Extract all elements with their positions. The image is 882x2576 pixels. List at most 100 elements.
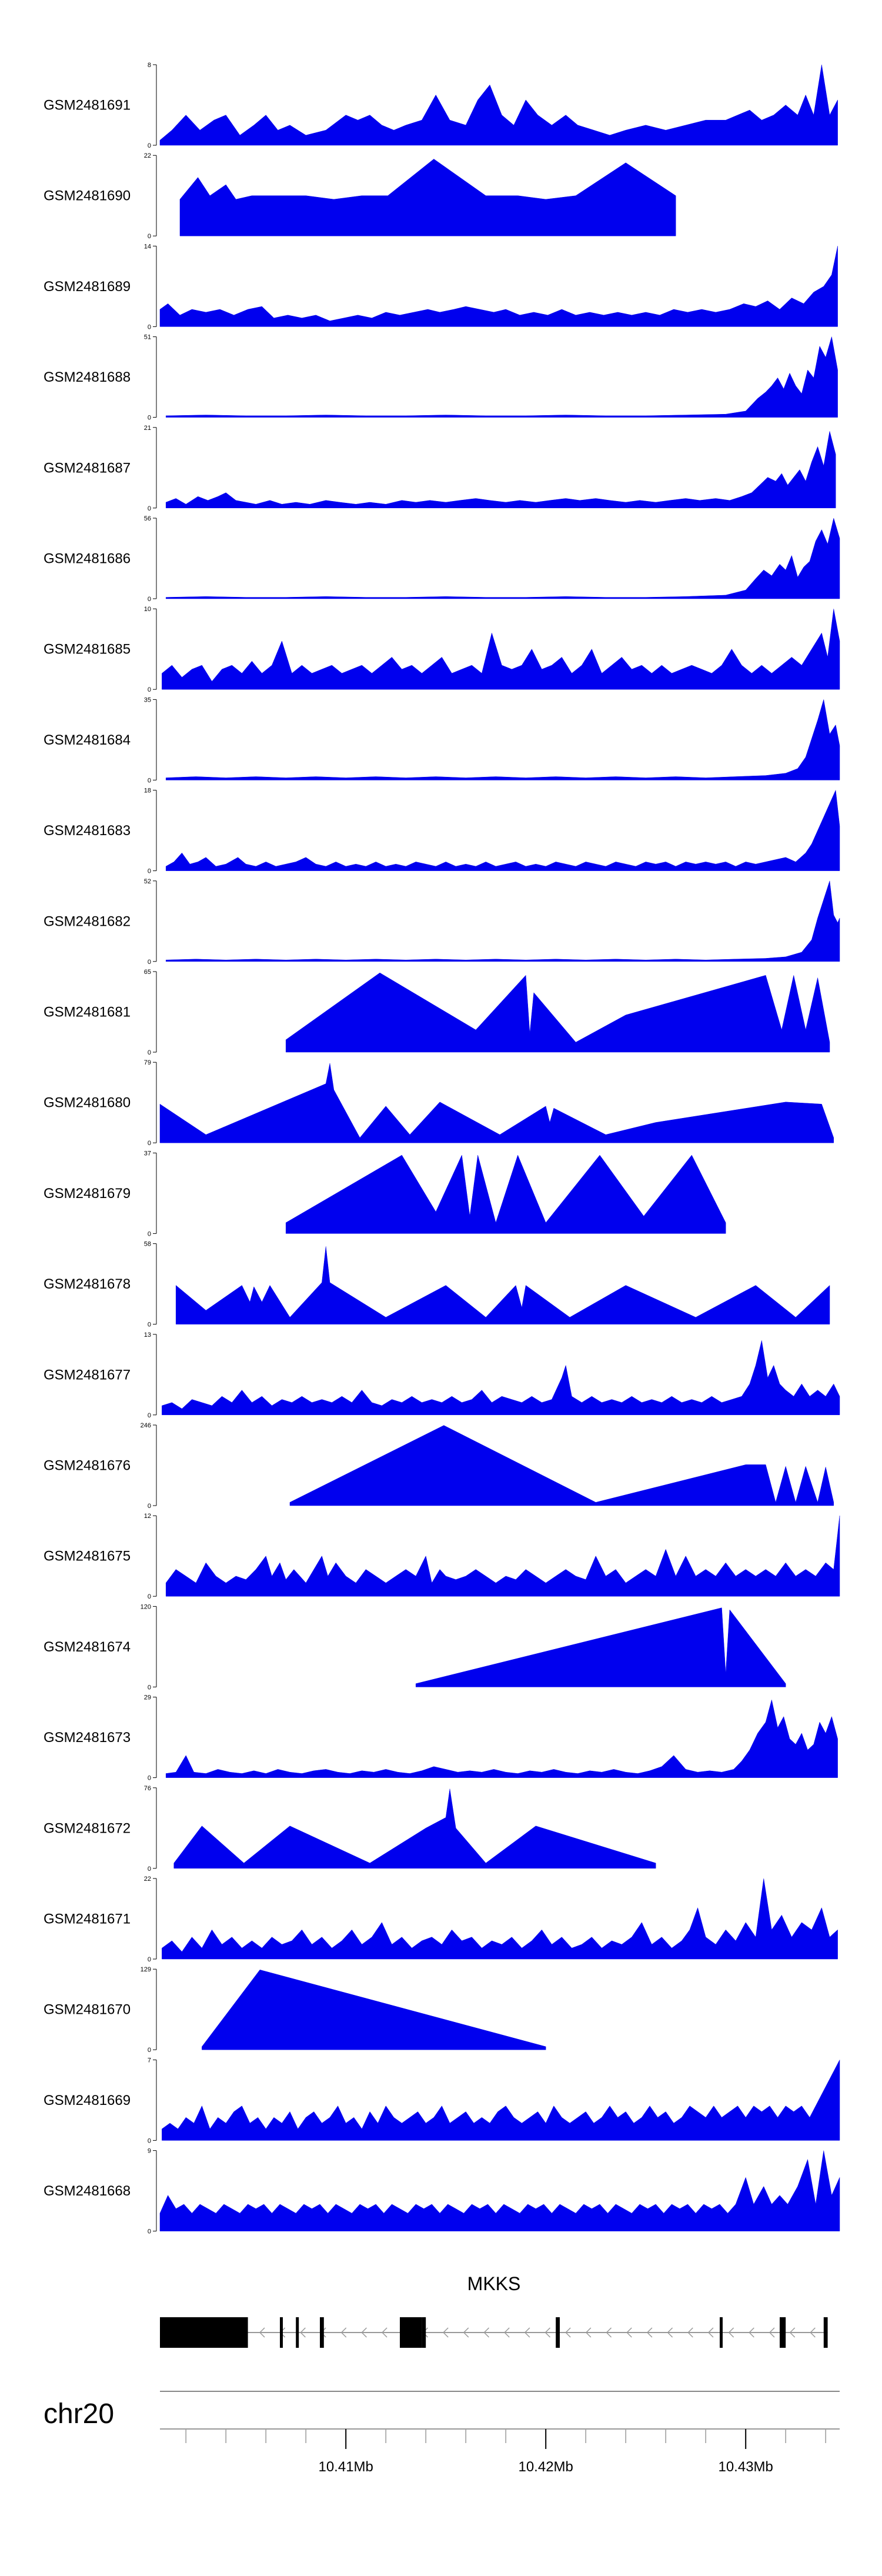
strand-arrow [789,2327,796,2338]
strand-arrow [667,2327,673,2338]
coverage-area [285,1154,726,1234]
track-GSM2481686: 56 0 GSM2481686 [44,515,840,603]
track-name-label: GSM2481675 [44,1549,131,1564]
gene-exon [422,2317,426,2348]
chromosome-label: chr20 [44,2398,114,2430]
track-ymax-label: 14 [144,243,151,250]
track-GSM2481676: 246 0 GSM2481676 [44,1422,834,1510]
track-yzero-label: 0 [148,323,151,331]
strand-arrow [585,2327,592,2338]
gene-exon [280,2317,283,2348]
strand-arrow [769,2327,775,2338]
track-yzero-label: 0 [148,959,151,966]
track-ymax-label: 13 [144,1332,151,1339]
track-yzero-label: 0 [148,1503,151,1510]
track-ymax-label: 52 [144,878,151,885]
gene-exon [556,2317,560,2348]
coverage-area [162,1878,838,1960]
track-ymax-label: 29 [144,1694,151,1701]
track-name-label: GSM2481674 [44,1639,131,1655]
track-name-label: GSM2481681 [44,1005,131,1020]
track-yzero-label: 0 [148,1684,151,1691]
track-ymax-label: 8 [148,62,151,69]
strand-arrow [382,2327,387,2338]
track-GSM2481685: 10 0 GSM2481685 [44,606,840,693]
track-GSM2481674: 120 0 GSM2481674 [44,1603,786,1691]
track-name-label: GSM2481676 [44,1458,131,1474]
gene-exon [720,2317,723,2348]
gene-track: MKKS [160,2273,828,2348]
track-yzero-label: 0 [148,142,151,149]
coverage-area [179,159,676,236]
strand-arrow [443,2327,449,2338]
coverage-area [159,64,838,146]
axis-tick-label: 10.41Mb [318,2459,373,2475]
strand-arrow [810,2327,816,2338]
track-ymax-label: 79 [144,1059,151,1066]
strand-arrow [524,2327,530,2338]
track-yzero-label: 0 [148,596,151,603]
track-yzero-label: 0 [148,868,151,875]
coverage-tracks: 8 0 GSM2481691 22 0 GSM2481690 14 0 GSM2481689 51… [44,62,840,2235]
track-yzero-label: 0 [148,1230,151,1237]
track-GSM2481670: 129 0 GSM2481670 [44,1966,546,2054]
track-ymax-label: 22 [144,152,151,159]
coverage-area [165,1700,838,1778]
track-ymax-label: 35 [144,696,151,703]
track-GSM2481673: 29 0 GSM2481673 [44,1694,838,1782]
gene-exon [780,2317,786,2348]
track-ymax-label: 21 [144,425,151,432]
gene-exon [320,2317,324,2348]
track-yzero-label: 0 [148,1593,151,1600]
track-GSM2481675: 12 0 GSM2481675 [44,1513,840,1600]
track-ymax-label: 129 [141,1966,151,1973]
track-GSM2481688: 51 0 GSM2481688 [44,334,838,422]
strand-arrow [544,2327,551,2338]
coverage-area [159,246,838,327]
strand-arrow [483,2327,490,2338]
track-name-label: GSM2481688 [44,369,131,385]
coverage-area [165,880,840,962]
coverage-area [173,1788,656,1869]
track-yzero-label: 0 [148,1412,151,1419]
track-GSM2481671: 22 0 GSM2481671 [44,1876,838,1963]
strand-arrow [646,2327,653,2338]
strand-arrow [707,2327,714,2338]
track-ymax-label: 37 [144,1150,151,1157]
track-name-label: GSM2481687 [44,460,131,476]
track-ymax-label: 22 [144,1876,151,1883]
track-ymax-label: 12 [144,1513,151,1520]
track-yzero-label: 0 [148,233,151,240]
chromosome-ideogram: chr20 [44,2391,840,2430]
track-ymax-label: 65 [144,969,151,976]
track-ymax-label: 18 [144,788,151,795]
coverage-area [165,1516,840,1597]
coverage-area [159,1063,834,1143]
axis-tick-label: 10.43Mb [718,2459,773,2475]
track-GSM2481690: 22 0 GSM2481690 [44,152,676,240]
track-name-label: GSM2481670 [44,2002,131,2018]
track-name-label: GSM2481683 [44,823,131,839]
coverage-area [415,1607,786,1687]
track-name-label: GSM2481677 [44,1367,131,1383]
track-GSM2481682: 52 0 GSM2481682 [44,878,840,966]
strand-arrow [259,2327,265,2338]
strand-arrow [463,2327,469,2338]
track-GSM2481684: 35 0 GSM2481684 [44,696,840,784]
coverage-area [162,609,840,690]
strand-arrow [749,2327,754,2338]
track-name-label: GSM2481680 [44,1095,131,1111]
track-yzero-label: 0 [148,1866,151,1873]
track-yzero-label: 0 [148,777,151,784]
track-GSM2481678: 58 0 GSM2481678 [44,1241,830,1329]
strand-arrow [565,2327,571,2338]
strand-arrow [340,2327,347,2338]
track-ymax-label: 76 [144,1785,151,1792]
coverage-area [165,431,836,509]
track-GSM2481668: 9 0 GSM2481668 [44,2148,840,2235]
strand-arrow [687,2327,693,2338]
track-GSM2481669: 7 0 GSM2481669 [44,2057,840,2144]
coverage-area [162,2060,840,2141]
genome-axis-ticks: 10.41Mb 10.42Mb 10.43Mb [185,2429,826,2475]
track-name-label: GSM2481679 [44,1186,131,1202]
